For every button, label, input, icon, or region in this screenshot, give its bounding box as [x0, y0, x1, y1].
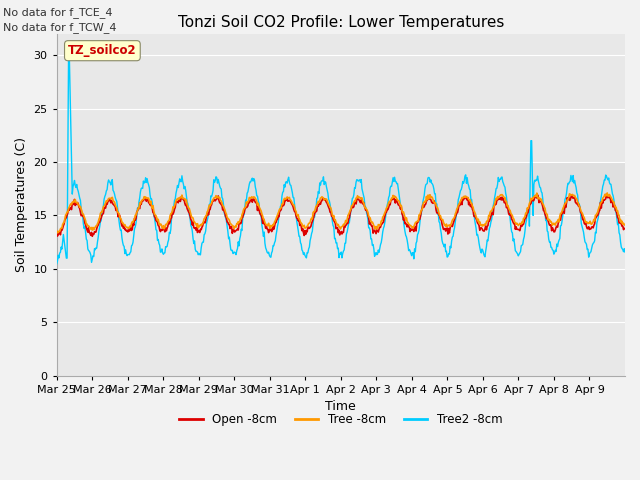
Tree2 -8cm [275, 220, 282, 226]
X-axis label: Time: Time [326, 400, 356, 413]
Tree -8cm [253, 199, 260, 204]
Tree2 -8cm [253, 193, 260, 199]
Tree2 -8cm [53, 261, 61, 267]
Line: Tree2 -8cm: Tree2 -8cm [57, 55, 625, 264]
Open -8cm [401, 215, 408, 221]
Y-axis label: Soil Temperatures (C): Soil Temperatures (C) [15, 137, 28, 272]
Text: No data for f_TCE_4: No data for f_TCE_4 [3, 7, 113, 18]
Title: Tonzi Soil CO2 Profile: Lower Temperatures: Tonzi Soil CO2 Profile: Lower Temperatur… [178, 15, 504, 30]
Open -8cm [275, 213, 282, 219]
Tree -8cm [275, 210, 282, 216]
Open -8cm [603, 191, 611, 197]
Open -8cm [53, 231, 61, 237]
Tree -8cm [120, 222, 128, 228]
Tree2 -8cm [621, 249, 629, 255]
Tree2 -8cm [401, 224, 408, 229]
Open -8cm [120, 224, 128, 230]
Text: No data for f_TCW_4: No data for f_TCW_4 [3, 22, 116, 33]
Tree -8cm [604, 190, 611, 196]
Tree2 -8cm [225, 236, 232, 241]
Tree -8cm [53, 228, 61, 234]
Line: Open -8cm: Open -8cm [57, 194, 625, 236]
Tree -8cm [54, 230, 61, 236]
Tree2 -8cm [65, 52, 72, 58]
Tree -8cm [401, 212, 408, 217]
Tree -8cm [621, 222, 629, 228]
Line: Tree -8cm: Tree -8cm [57, 193, 625, 233]
Tree2 -8cm [120, 243, 128, 249]
Text: TZ_soilco2: TZ_soilco2 [68, 44, 137, 57]
Tree -8cm [225, 216, 232, 222]
Tree2 -8cm [432, 202, 440, 207]
Tree -8cm [432, 202, 440, 208]
Open -8cm [88, 233, 96, 239]
Bar [57, 162, 625, 216]
Open -8cm [253, 201, 260, 206]
Open -8cm [621, 226, 629, 231]
Open -8cm [225, 221, 232, 227]
Open -8cm [432, 207, 440, 213]
Legend: Open -8cm, Tree -8cm, Tree2 -8cm: Open -8cm, Tree -8cm, Tree2 -8cm [175, 409, 507, 431]
